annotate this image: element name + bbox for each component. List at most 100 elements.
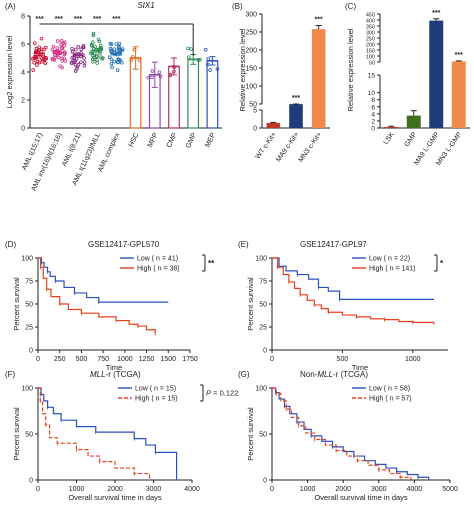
panel-g-y-tick-label: 50 bbox=[259, 432, 267, 439]
panel-f-y-tick-label: 50 bbox=[25, 432, 33, 439]
panel-d-x-tick-label: 1000 bbox=[117, 356, 133, 363]
panel-g-survival-curve bbox=[272, 387, 412, 480]
panel-b-significance: *** bbox=[315, 17, 323, 24]
panel-f-x-tick-label: 2000 bbox=[107, 486, 123, 493]
panel-a-point bbox=[203, 47, 208, 52]
panel-a-point bbox=[150, 75, 154, 80]
panel-g-x-label: Overall survival time in days bbox=[314, 493, 408, 502]
panel-c-y-tick-label: 400 bbox=[366, 19, 375, 25]
panel-e-legend-label: High ( n = 141) bbox=[369, 266, 416, 273]
panel-label-d: (D) bbox=[5, 240, 16, 249]
panel-g-y-tick-label: 0 bbox=[263, 478, 267, 485]
panel-a-point bbox=[157, 70, 162, 75]
panel-a-point bbox=[95, 61, 99, 65]
panel-a-y-label: Log2 expression level bbox=[5, 35, 14, 108]
panel-d-y-tick-label: 50 bbox=[25, 302, 33, 309]
panel-a-point bbox=[70, 46, 74, 51]
panel-a-point bbox=[187, 55, 191, 59]
panel-a-point bbox=[116, 60, 120, 65]
panel-a-y-tick-label: 4 bbox=[21, 70, 25, 77]
panel-a-point bbox=[53, 55, 57, 59]
panel-a-point bbox=[186, 46, 190, 51]
panel-a-point bbox=[150, 69, 155, 73]
panel-f-legend-label: High ( n = 15) bbox=[135, 396, 178, 403]
panel-e-survival-curve bbox=[272, 257, 434, 300]
panel-f-x-tick-label: 3000 bbox=[146, 486, 162, 493]
panel-d-legend-label: High ( n = 38) bbox=[137, 266, 180, 273]
panel-c-y-tick-label: 8 bbox=[371, 97, 375, 104]
panel-a-point bbox=[73, 47, 78, 52]
panel-a-point bbox=[40, 54, 45, 58]
panel-g-x-tick-label: 5000 bbox=[442, 486, 458, 493]
panel-g-y-tick-label: 100 bbox=[255, 386, 267, 393]
panel-a-point bbox=[90, 51, 95, 56]
panel-a-category-label: GMP bbox=[185, 132, 198, 150]
panel-label-f: (F) bbox=[5, 370, 16, 379]
panel-e-y-tick-label: 50 bbox=[259, 302, 267, 309]
panel-a-point bbox=[95, 58, 99, 62]
panel-a-point bbox=[75, 66, 79, 71]
panel-a-point bbox=[90, 57, 95, 62]
panel-g-legend-label: High ( n = 57) bbox=[369, 396, 412, 403]
panel-a-point bbox=[59, 38, 64, 43]
panel-e-survival-curve bbox=[272, 257, 435, 325]
panel-d-x-tick-label: 0 bbox=[36, 356, 40, 363]
panel-a-point bbox=[76, 45, 81, 49]
panel-d-x-tick-label: 500 bbox=[76, 356, 88, 363]
panel-a-point bbox=[37, 45, 41, 50]
panel-e-x-tick-label: 0 bbox=[270, 356, 274, 363]
panel-label-g: (G) bbox=[238, 370, 250, 379]
panel-b-category-label: MN3 c-Kit+ bbox=[298, 131, 324, 164]
panel-b-y-tick-label: 5 bbox=[253, 108, 257, 115]
panel-a-point bbox=[206, 57, 210, 61]
panel-a-point bbox=[34, 46, 39, 51]
panel-a-significance: *** bbox=[36, 16, 44, 23]
panel-c-significance: *** bbox=[432, 10, 440, 17]
panel-a-point bbox=[75, 64, 80, 69]
panel-a-point bbox=[100, 56, 104, 61]
panel-a-y-tick-label: 2 bbox=[21, 98, 25, 105]
panel-a-point bbox=[158, 74, 163, 79]
panel-a-point bbox=[118, 47, 122, 52]
panel-a-point bbox=[42, 47, 46, 52]
panel-a-point bbox=[109, 61, 114, 66]
panel-d-title: GSE12417-GPL570 bbox=[88, 240, 160, 249]
panel-g-legend-label: Low ( n = 58) bbox=[369, 386, 410, 393]
panel-a-point bbox=[32, 60, 36, 65]
panel-c-y-tick-label: 100 bbox=[366, 55, 375, 61]
panel-f-survival-curve bbox=[38, 387, 151, 480]
panel-a-point bbox=[72, 60, 77, 64]
panel-a-point bbox=[81, 44, 86, 48]
panel-a-point bbox=[101, 56, 105, 60]
panel-d-x-tick-label: 250 bbox=[54, 356, 66, 363]
panel-a-point bbox=[44, 56, 48, 61]
panel-a-point bbox=[62, 40, 67, 45]
panel-c-y-tick-label: 200 bbox=[366, 43, 375, 49]
panel-a-category-label: AML t(8;21) bbox=[61, 132, 83, 168]
panel-a-point bbox=[59, 45, 64, 50]
panel-b-y-tick-label: 50 bbox=[249, 102, 257, 109]
panel-a-point bbox=[93, 44, 97, 49]
panel-a-significance: *** bbox=[55, 16, 63, 23]
panel-a-point bbox=[98, 46, 103, 50]
panel-f-x-tick-label: 1000 bbox=[69, 486, 85, 493]
panel-a-point bbox=[70, 50, 75, 54]
panel-a-point bbox=[91, 33, 96, 38]
panel-c-y-tick-label: 250 bbox=[366, 37, 375, 43]
panel-d-survival-curve bbox=[38, 257, 169, 303]
panel-a-point bbox=[91, 40, 95, 44]
panel-e-title: GSE12417-GPL97 bbox=[300, 240, 367, 249]
panel-d-legend-label: Low ( n = 41) bbox=[137, 256, 178, 263]
panel-b-y-tick-label: 100 bbox=[245, 84, 257, 91]
panel-a-point bbox=[55, 39, 60, 43]
panel-label-b: (B) bbox=[232, 2, 243, 11]
panel-a-point bbox=[63, 59, 68, 63]
panel-g-x-tick-label: 3000 bbox=[371, 486, 387, 493]
panel-a-title: SIX1 bbox=[137, 1, 154, 10]
panel-e-y-label: Percent survival bbox=[246, 277, 255, 331]
panel-c-bar bbox=[451, 61, 466, 128]
panel-a-point bbox=[39, 36, 44, 41]
panel-a-point bbox=[82, 56, 86, 60]
panel-c-y-tick-label: 50 bbox=[369, 61, 375, 67]
panel-c-y-tick-label: 0 bbox=[371, 126, 375, 133]
